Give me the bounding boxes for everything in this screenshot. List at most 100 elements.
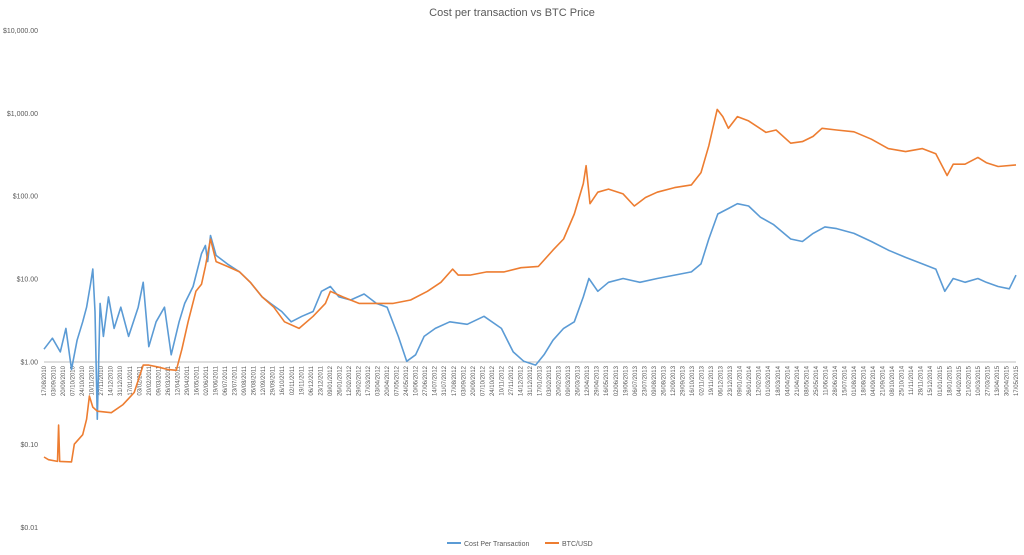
x-tick-label: 02/11/2013 bbox=[700, 365, 706, 395]
x-tick-label: 19/06/2013 bbox=[623, 365, 629, 396]
x-tick-label: 09/03/2011 bbox=[156, 365, 162, 395]
x-tick-label: 23/12/2011 bbox=[318, 365, 324, 395]
x-tick-label: 26/08/2011 bbox=[252, 365, 258, 395]
x-tick-label: 27/11/2012 bbox=[509, 365, 515, 395]
x-tick-label: 24/10/2010 bbox=[80, 365, 86, 396]
x-tick-label: 17/01/2011 bbox=[128, 365, 134, 395]
x-tick-label: 10/11/2010 bbox=[90, 365, 96, 395]
x-tick-label: 17/01/2013 bbox=[538, 365, 544, 396]
x-tick-label: 17/08/2012 bbox=[452, 365, 458, 396]
x-tick-label: 12/02/2014 bbox=[757, 365, 763, 396]
x-tick-label: 09/08/2011 bbox=[242, 365, 248, 395]
x-tick-label: 29/09/2013 bbox=[681, 365, 687, 396]
x-tick-label: 14/12/2010 bbox=[109, 365, 115, 396]
x-tick-label: 16/05/2013 bbox=[604, 365, 610, 396]
y-tick-label: $0.10 bbox=[20, 442, 38, 449]
x-tick-label: 27/06/2012 bbox=[423, 365, 429, 396]
x-axis: 17/08/2010 03/09/2010 20/09/2010 07/10/2010… bbox=[42, 361, 1020, 396]
x-tick-label: 17/03/2012 bbox=[366, 365, 372, 396]
x-tick-label: 26/03/2013 bbox=[576, 365, 582, 396]
x-tick-label: 29/02/2012 bbox=[357, 365, 363, 396]
x-tick-label: 03/02/2013 bbox=[547, 365, 553, 396]
y-tick-label: $10.00 bbox=[17, 277, 39, 284]
x-tick-label: 10/11/2012 bbox=[499, 365, 505, 395]
x-tick-label: 26/01/2012 bbox=[337, 365, 343, 396]
x-tick-label: 21/04/2014 bbox=[795, 365, 801, 396]
x-tick-label: 04/04/2014 bbox=[785, 365, 791, 396]
x-tick-label: 14/07/2012 bbox=[433, 365, 439, 396]
x-tick-label: 31/07/2012 bbox=[442, 365, 448, 396]
x-tick-label: 11/11/2014 bbox=[909, 365, 915, 395]
x-tick-label: 24/05/2012 bbox=[404, 365, 410, 396]
x-tick-label: 17/05/2015 bbox=[1014, 365, 1020, 396]
x-tick-label: 28/06/2014 bbox=[833, 365, 839, 396]
x-tick-label: 09/03/2013 bbox=[566, 365, 572, 396]
x-tick-label: 15/12/2014 bbox=[928, 365, 934, 396]
x-tick-label: 20/09/2010 bbox=[61, 365, 67, 396]
x-tick-label: 08/05/2014 bbox=[804, 365, 810, 396]
chart-title: Cost per transaction vs BTC Price bbox=[429, 7, 595, 19]
x-tick-label: 21/02/2015 bbox=[966, 365, 972, 396]
x-tick-label: 02/06/2013 bbox=[614, 365, 620, 396]
y-tick-label: $100.00 bbox=[13, 194, 38, 201]
x-tick-label: 03/09/2010 bbox=[52, 365, 58, 396]
x-tick-label: 31/12/2010 bbox=[118, 365, 124, 396]
x-tick-label: 30/04/2015 bbox=[1005, 365, 1011, 396]
series-line-cost-per-transaction bbox=[43, 202, 1017, 420]
x-tick-label: 01/08/2014 bbox=[852, 365, 858, 396]
x-tick-label: 12/09/2011 bbox=[261, 365, 267, 395]
x-tick-label: 10/03/2015 bbox=[976, 365, 982, 396]
x-tick-label: 16/10/2013 bbox=[690, 365, 696, 396]
y-tick-label: $1.00 bbox=[20, 359, 38, 366]
x-tick-label: 16/05/2011 bbox=[195, 365, 201, 395]
series-line-btc-usd bbox=[43, 108, 1017, 463]
x-tick-label: 09/08/2013 bbox=[652, 365, 658, 396]
x-tick-label: 02/06/2011 bbox=[204, 365, 210, 395]
x-tick-label: 29/04/2011 bbox=[185, 365, 191, 395]
x-tick-label: 26/01/2014 bbox=[747, 365, 753, 396]
x-tick-label: 18/03/2014 bbox=[776, 365, 782, 396]
x-tick-label: 25/05/2014 bbox=[814, 365, 820, 396]
x-tick-label: 03/09/2012 bbox=[461, 365, 467, 396]
x-tick-label: 12/04/2013 bbox=[585, 365, 591, 396]
x-tick-label: 12/04/2011 bbox=[175, 365, 181, 395]
x-tick-label: 31/12/2012 bbox=[528, 365, 534, 396]
x-tick-label: 25/10/2014 bbox=[900, 365, 906, 396]
x-tick-label: 15/07/2014 bbox=[843, 365, 849, 396]
legend: Cost Per Transaction BTC/USD bbox=[447, 541, 593, 548]
y-axis: $0.01 $0.10 $1.00 $10.00 $100.00 $1,000.00 $10… bbox=[3, 28, 38, 532]
x-tick-label: 27/11/2010 bbox=[99, 365, 105, 395]
x-tick-label: 19/11/2013 bbox=[709, 365, 715, 395]
x-tick-label: 11/06/2014 bbox=[823, 365, 829, 395]
x-tick-label: 26/08/2013 bbox=[661, 365, 667, 396]
x-tick-label: 26/03/2011 bbox=[166, 365, 172, 395]
x-tick-label: 14/12/2012 bbox=[519, 365, 525, 396]
x-tick-label: 06/12/2013 bbox=[719, 365, 725, 396]
x-tick-label: 12/02/2012 bbox=[347, 365, 353, 396]
x-tick-label: 23/07/2013 bbox=[642, 365, 648, 396]
x-tick-label: 03/02/2011 bbox=[137, 365, 143, 395]
x-tick-label: 07/10/2010 bbox=[71, 365, 77, 396]
x-tick-label: 19/06/2011 bbox=[214, 365, 220, 395]
x-tick-label: 13/04/2015 bbox=[995, 365, 1001, 396]
x-tick-label: 28/11/2014 bbox=[919, 365, 925, 395]
x-tick-label: 21/09/2014 bbox=[881, 365, 887, 396]
x-tick-label: 29/09/2011 bbox=[271, 365, 277, 395]
x-tick-label: 18/01/2015 bbox=[947, 365, 953, 396]
x-tick-label: 17/08/2010 bbox=[42, 365, 48, 396]
x-tick-label: 18/08/2014 bbox=[862, 365, 868, 396]
x-tick-label: 19/11/2011 bbox=[299, 365, 305, 395]
x-tick-label: 16/10/2011 bbox=[280, 365, 286, 395]
x-tick-label: 06/12/2011 bbox=[309, 365, 315, 395]
x-tick-label: 04/02/2015 bbox=[957, 365, 963, 396]
legend-label: BTC/USD bbox=[562, 541, 593, 548]
x-tick-label: 03/04/2012 bbox=[376, 365, 382, 396]
x-tick-label: 07/05/2012 bbox=[395, 365, 401, 396]
series-layer bbox=[43, 108, 1017, 463]
x-tick-label: 23/07/2011 bbox=[233, 365, 239, 395]
x-tick-label: 20/09/2012 bbox=[471, 365, 477, 396]
x-tick-label: 27/03/2015 bbox=[985, 365, 991, 396]
x-tick-label: 20/02/2013 bbox=[557, 365, 563, 396]
